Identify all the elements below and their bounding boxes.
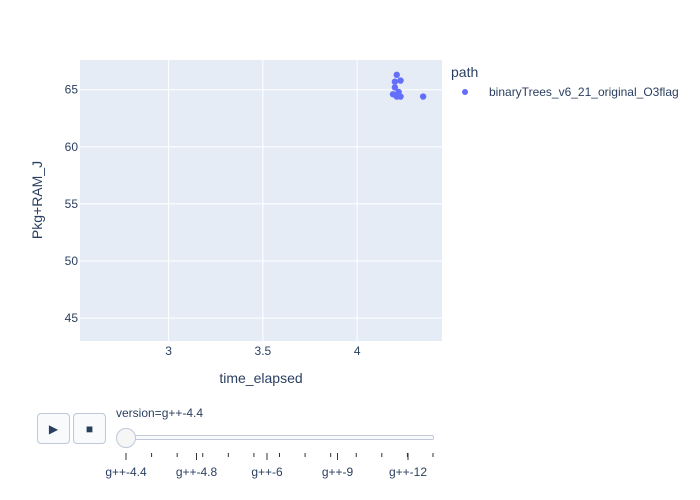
y-axis-title: Pkg+RAM_J <box>29 161 45 239</box>
data-point[interactable] <box>393 71 400 79</box>
data-point[interactable] <box>419 93 427 100</box>
y-tick-label: 55 <box>65 197 79 211</box>
x-tick-labels: 3 3.5 4 <box>165 344 361 358</box>
stop-button[interactable]: ■ <box>73 413 106 444</box>
data-points <box>389 71 427 100</box>
data-point[interactable] <box>397 77 404 84</box>
y-tick-labels: 45 50 55 60 65 <box>65 83 79 325</box>
x-gridlines <box>168 60 358 341</box>
slider-current-value: version=g++-4.4 <box>116 406 204 420</box>
slider-step-label[interactable]: g++-6 <box>251 465 283 479</box>
legend-label: binaryTrees_v6_21_original_O3flag <box>489 85 679 99</box>
data-point[interactable] <box>391 84 399 91</box>
play-button[interactable]: ▶ <box>37 413 70 444</box>
x-tick-label: 4 <box>354 344 361 358</box>
slider-step-label[interactable]: g++-9 <box>321 465 354 479</box>
x-tick-label: 3.5 <box>255 344 272 358</box>
slider-step-label[interactable]: g++-4.4 <box>105 465 147 479</box>
slider-step-label[interactable]: g++-4.8 <box>175 465 218 479</box>
animation-controls: ▶ ■ <box>37 413 106 444</box>
y-tick-label: 65 <box>65 83 79 97</box>
slider-rail[interactable] <box>118 435 434 440</box>
x-axis-title: time_elapsed <box>219 370 302 386</box>
legend-marker <box>462 89 468 95</box>
legend-title: path <box>451 64 479 80</box>
slider-step-label[interactable]: g++-12 <box>388 465 428 479</box>
legend-item[interactable]: binaryTrees_v6_21_original_O3flag <box>462 85 679 99</box>
data-point[interactable] <box>391 78 399 85</box>
y-tick-label: 60 <box>65 140 79 154</box>
x-tick-label: 3 <box>165 344 172 358</box>
plot-area <box>80 60 442 341</box>
data-point[interactable] <box>397 93 404 100</box>
y-tick-label: 45 <box>65 311 79 325</box>
slider-handle[interactable] <box>116 428 136 448</box>
y-gridlines <box>80 89 442 319</box>
y-tick-label: 50 <box>65 254 79 268</box>
